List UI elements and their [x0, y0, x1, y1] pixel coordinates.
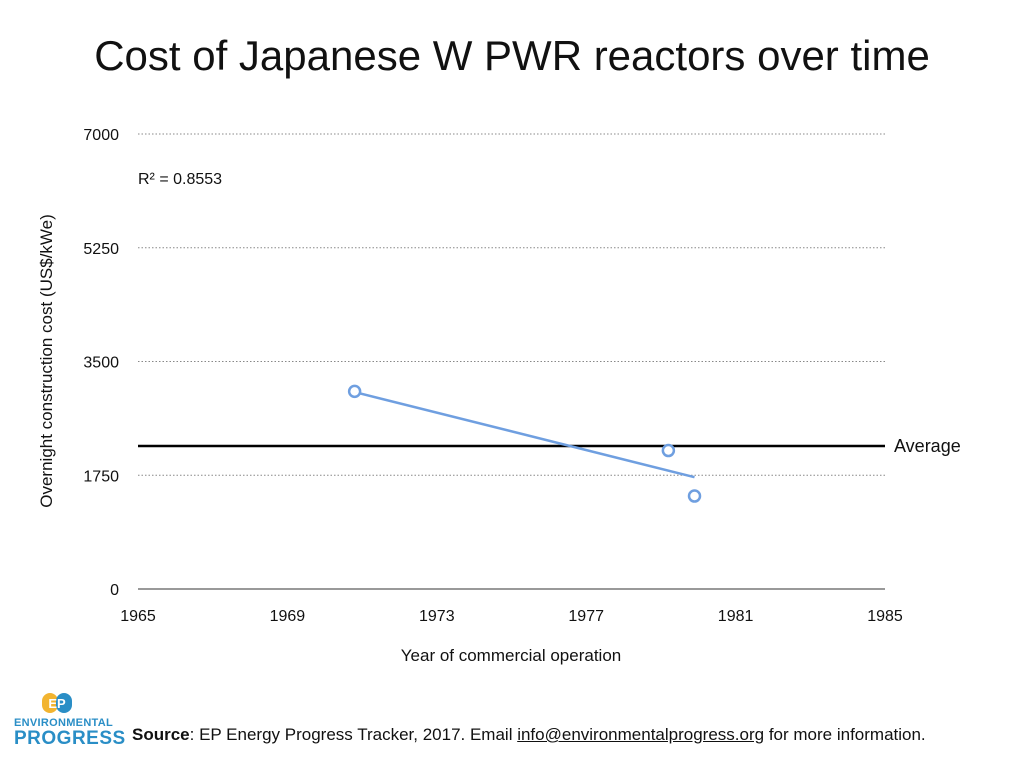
logo-mark-text: EP	[48, 696, 66, 711]
y-tick-label: 0	[110, 582, 119, 599]
data-point	[687, 489, 702, 503]
environmental-progress-logo: EP ENVIRONMENTAL PROGRESS	[14, 692, 126, 752]
x-tick-label: 1981	[718, 608, 754, 625]
y-tick-label: 3500	[83, 355, 119, 372]
data-point	[661, 443, 676, 458]
y-tick-label: 7000	[83, 127, 119, 144]
chart-title: Cost of Japanese W PWR reactors over tim…	[94, 32, 930, 79]
footer-source-label: Source	[132, 725, 190, 744]
x-tick-label: 1965	[120, 608, 156, 625]
logo-text-environmental: ENVIRONMENTAL	[14, 717, 114, 729]
r-squared-label: R² = 0.8553	[138, 171, 222, 188]
y-axis-label: Overnight construction cost (US$/kWe)	[37, 214, 56, 508]
x-axis-label: Year of commercial operation	[401, 646, 622, 665]
y-tick-label: 5250	[83, 241, 119, 258]
footer-email-link[interactable]: info@environmentalprogress.org	[517, 725, 765, 744]
data-point	[347, 384, 362, 399]
logo-text-progress: PROGRESS	[14, 728, 126, 749]
footer-source: Source: EP Energy Progress Tracker, 2017…	[132, 724, 926, 746]
grid-lines	[138, 133, 885, 476]
x-tick-label: 1973	[419, 608, 455, 625]
y-tick-label: 1750	[83, 468, 119, 485]
x-tick-label: 1969	[270, 608, 306, 625]
data-points	[347, 384, 702, 503]
x-tick-labels: 1965 1969 1973 1977 1981 1985	[120, 608, 903, 625]
footer-trailing-text: for more information.	[764, 725, 926, 744]
footer-source-text: : EP Energy Progress Tracker, 2017. Emai…	[189, 725, 518, 744]
trendline	[354, 390, 695, 479]
x-tick-label: 1977	[568, 608, 604, 625]
y-tick-labels: 0 1750 3500 5250 7000	[83, 127, 119, 599]
ep-logo-icon: EP	[42, 693, 72, 713]
average-label: Average	[894, 436, 961, 456]
x-tick-label: 1985	[867, 608, 903, 625]
